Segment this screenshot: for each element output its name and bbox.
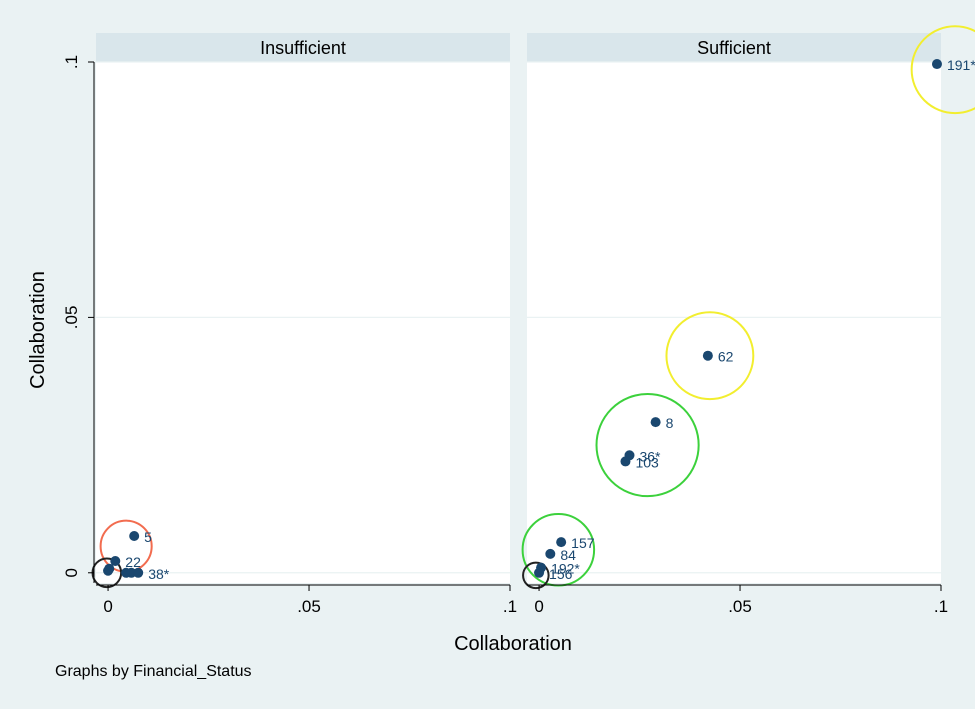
y-tick-label: .1 (62, 55, 81, 69)
scatter-point (126, 567, 137, 578)
x-tick-label: .05 (297, 597, 321, 616)
scatter-point (129, 531, 140, 542)
scatter-point (110, 556, 121, 567)
highlight-circle (665, 311, 755, 401)
point-label: 157 (571, 535, 595, 551)
y-tick-label: .05 (62, 306, 81, 330)
scatter-point (104, 563, 115, 574)
plot-area-insufficient (96, 62, 510, 583)
strip-sufficient (527, 33, 941, 62)
graphs-by-note: Graphs by Financial_Status (55, 663, 252, 680)
strip-insufficient (96, 33, 510, 62)
x-tick-label: .05 (728, 597, 752, 616)
scatter-point (545, 548, 556, 559)
point-label: 36* (639, 448, 661, 464)
scatter-point (556, 537, 567, 548)
scatter-point (931, 59, 942, 70)
panel-title-sufficient: Sufficient (697, 38, 771, 58)
x-tick-label: .1 (503, 597, 517, 616)
x-axis-title: Collaboration (454, 633, 572, 655)
point-label: 8 (666, 415, 674, 431)
x-tick-label: .1 (934, 597, 948, 616)
point-label: 192* (551, 561, 580, 577)
highlight-circle (910, 25, 975, 115)
highlight-circle (522, 561, 550, 590)
panel-title-insufficient: Insufficient (260, 38, 346, 58)
scatter-point (133, 567, 144, 578)
scatter-point (702, 350, 713, 361)
scatter-point (650, 417, 661, 428)
gridlines-insufficient (96, 61, 510, 574)
point-label: 5 (144, 529, 152, 545)
highlight-circles-sufficient (521, 25, 975, 590)
scatter-point (534, 567, 545, 578)
point-label: 38* (148, 566, 170, 582)
plot-area-sufficient (527, 62, 941, 583)
point-label: 62 (718, 349, 734, 365)
y-axis-title: Collaboration (27, 271, 49, 389)
point-label: 156 (549, 566, 573, 582)
highlight-circle (595, 393, 700, 498)
point-label: 22 (125, 554, 141, 570)
panel-insufficient: Insufficient 522 38* (91, 33, 510, 589)
highlight-circle (521, 513, 596, 587)
x-tick-label: 0 (534, 597, 543, 616)
x-axis-ticks: 0 .05 .1 0 .05 .1 (103, 585, 948, 616)
point-label: 84 (560, 547, 576, 563)
points-insufficient: 522 38* (103, 529, 170, 582)
x-tick-label: 0 (103, 597, 112, 616)
y-axis-ticks: 0 .05 .1 (62, 55, 94, 578)
y-tick-label: 0 (62, 568, 81, 577)
scatter-point (620, 456, 631, 467)
point-label: 103 (635, 454, 659, 470)
gridlines-sufficient (527, 61, 941, 574)
point-label: 191* (947, 57, 975, 73)
